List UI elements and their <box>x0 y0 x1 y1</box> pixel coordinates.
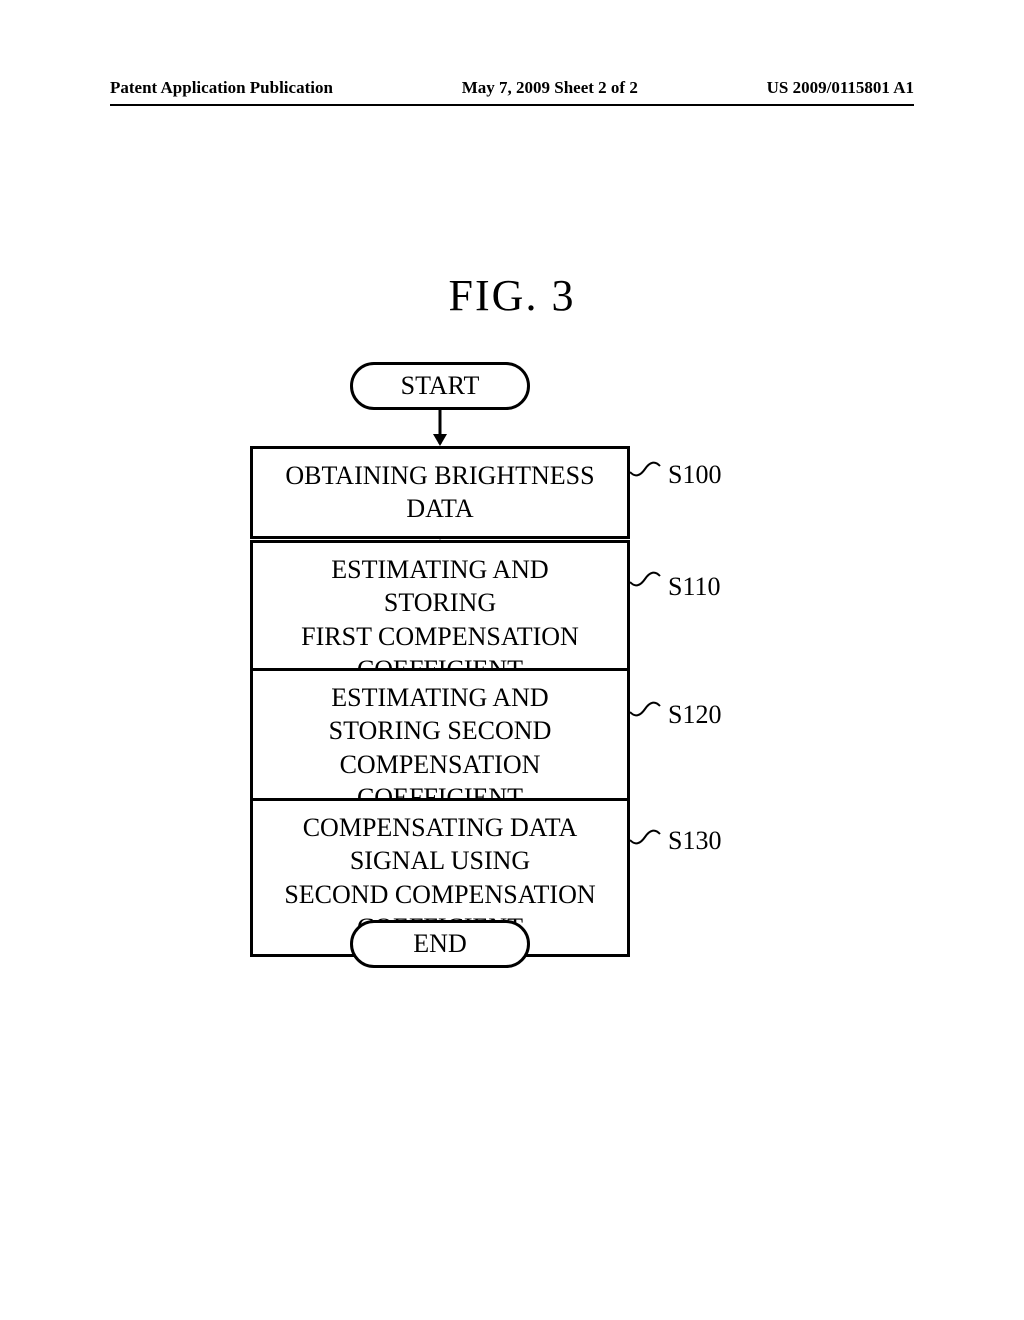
node-end: END <box>0 920 952 968</box>
node-s100: OBTAINING BRIGHTNESS DATA <box>0 446 952 539</box>
node-start: START <box>0 362 952 410</box>
process-s100: OBTAINING BRIGHTNESS DATA <box>250 446 630 539</box>
step-label-s100: S100 <box>668 460 721 490</box>
page: Patent Application Publication May 7, 20… <box>0 0 1024 1320</box>
step-label-s130: S130 <box>668 826 721 856</box>
terminal-end: END <box>350 920 530 968</box>
terminal-start: START <box>350 362 530 410</box>
step-label-s110: S110 <box>668 572 721 602</box>
step-label-s120: S120 <box>668 700 721 730</box>
